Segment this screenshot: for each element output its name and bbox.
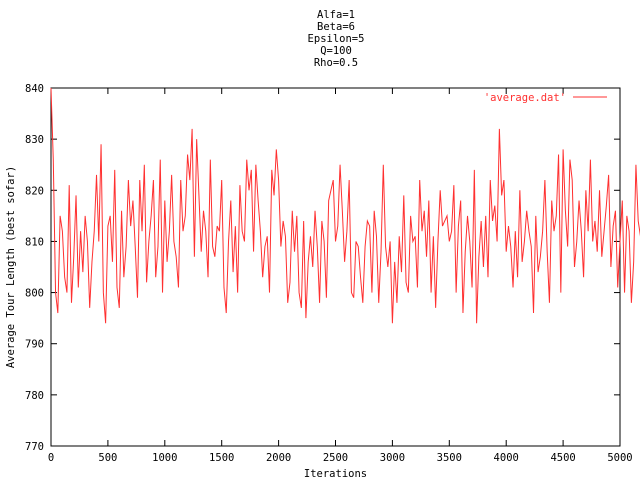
y-tick-label: 840: [25, 83, 44, 95]
x-tick-label: 2000: [266, 452, 291, 464]
x-tick-label: 4000: [494, 452, 519, 464]
series-average-dat: [50, 87, 640, 324]
y-tick-label: 830: [25, 134, 44, 146]
y-tick-label: 790: [25, 339, 44, 351]
title-line: Epsilon=5: [308, 33, 365, 45]
x-tick-label: 4500: [550, 452, 575, 464]
series-line: [50, 87, 640, 324]
y-axis-label: Average Tour Length (best sofar): [5, 166, 17, 368]
x-tick-label: 5000: [607, 452, 632, 464]
y-tick-label: 770: [25, 441, 44, 453]
x-tick-label: 3500: [437, 452, 462, 464]
title-line: Alfa=1: [317, 9, 355, 21]
x-tick-label: 1500: [209, 452, 234, 464]
x-tick-label: 2500: [323, 452, 348, 464]
x-tick-label: 1000: [152, 452, 177, 464]
y-tick-label: 820: [25, 185, 44, 197]
y-tick-label: 780: [25, 390, 44, 402]
y-tick-label: 810: [25, 236, 44, 248]
title-line: Q=100: [320, 45, 352, 57]
x-axis-label: Iterations: [304, 468, 367, 480]
legend-label: 'average.dat': [484, 92, 566, 104]
x-tick-label: 500: [98, 452, 117, 464]
title-line: Rho=0.5: [314, 57, 358, 69]
title-line: Beta=6: [317, 21, 355, 33]
x-tick-label: 0: [48, 452, 54, 464]
y-tick-labels: 770 780 790 800 810 820 830 840: [25, 83, 44, 453]
axis-ticks: [50, 87, 621, 447]
x-tick-label: 3000: [380, 452, 405, 464]
y-tick-label: 800: [25, 288, 44, 300]
x-tick-labels: 0 500 1000 1500 2000 2500 3000 3500 4000 4500 5000: [48, 452, 633, 464]
legend: 'average.dat': [484, 92, 607, 104]
